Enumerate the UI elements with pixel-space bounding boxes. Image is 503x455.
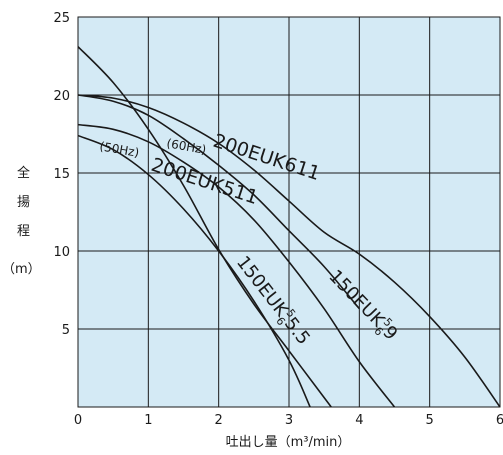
x-tick-labels: 0 1 2 3 4 5 6 (74, 413, 503, 428)
y-tick-label: 20 (53, 89, 70, 104)
y-tick-label: 25 (53, 11, 70, 26)
x-tick-label: 6 (496, 413, 503, 428)
x-tick-label: 2 (215, 413, 223, 428)
x-tick-label: 0 (74, 413, 82, 428)
series-line-2 (77, 94, 360, 310)
series-freq-label-60hz: (60Hz) (165, 136, 207, 157)
y-axis-label-char-1: 全 (17, 165, 30, 181)
series-line-0 (77, 94, 501, 408)
series-freq-label-50hz: (50Hz) (98, 139, 140, 160)
series-line-3 (77, 46, 332, 408)
x-tick-label: 3 (285, 413, 293, 428)
series-line-4 (77, 134, 311, 408)
y-axis-unit: （m） (2, 262, 41, 277)
y-tick-label: 10 (53, 245, 70, 260)
curves (77, 46, 501, 408)
x-tick-label: 1 (144, 413, 152, 428)
x-tick-label: 4 (355, 413, 363, 428)
y-tick-label: 5 (62, 323, 70, 338)
y-axis-label-char-3: 程 (17, 224, 30, 239)
x-axis-label: 吐出し量（m³/min） (226, 435, 351, 450)
y-axis-label-char-2: 揚 (17, 194, 30, 210)
y-tick-label: 15 (53, 167, 70, 182)
x-tick-label: 5 (426, 413, 434, 428)
series-line-1 (77, 123, 396, 408)
y-tick-labels: 5 10 15 20 25 (53, 11, 70, 338)
grid (77, 16, 501, 408)
